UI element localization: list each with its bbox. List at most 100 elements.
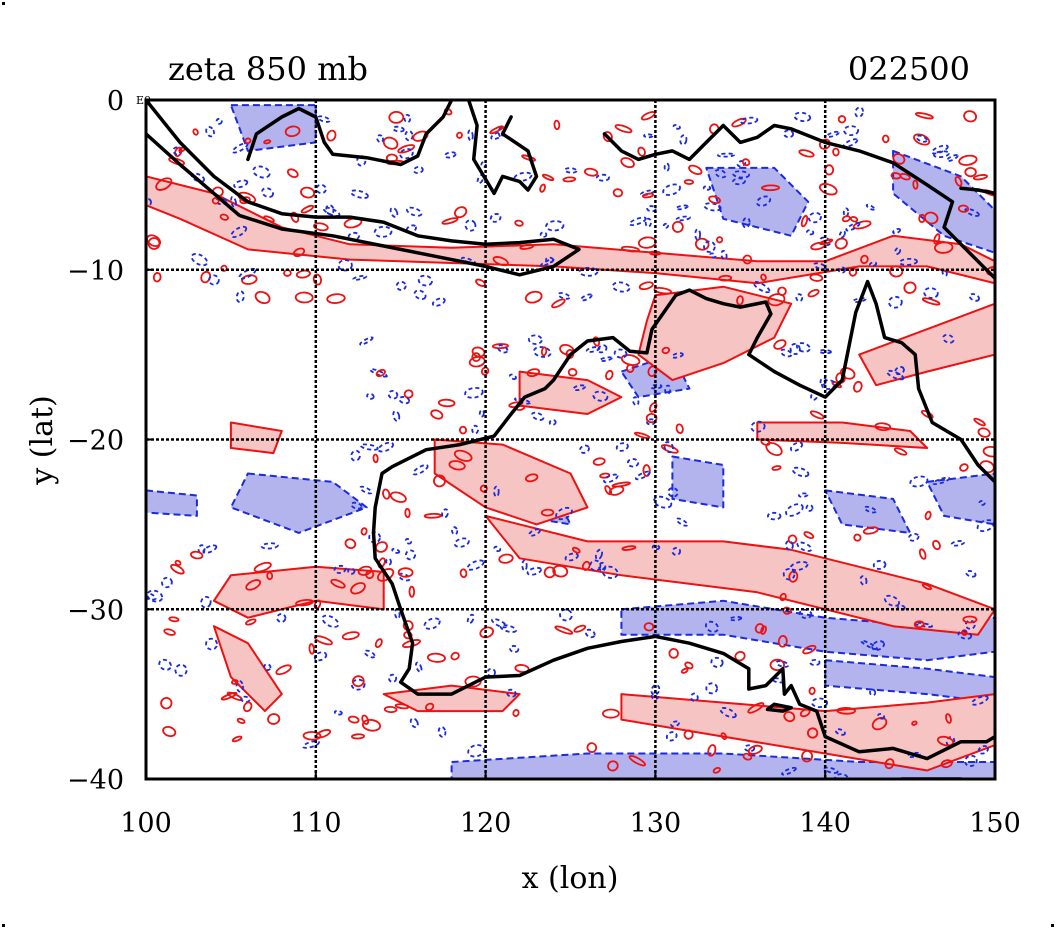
x-tick-label: 130	[630, 808, 682, 839]
contour-fragment-436	[964, 619, 976, 630]
contour-fragment-233	[798, 149, 815, 158]
contour-fragment-86	[397, 144, 416, 154]
contour-fragment-331	[471, 424, 480, 435]
contour-fragment-492	[586, 742, 598, 753]
contour-fragment-336	[423, 512, 442, 519]
contour-fragment-417	[394, 703, 410, 710]
contour-fragment-416	[240, 695, 251, 703]
contour-fragment-284	[675, 423, 684, 434]
coastline-6	[371, 293, 995, 761]
contour-fragment-212	[539, 231, 548, 238]
contour-fragment-250	[403, 389, 414, 399]
contour-fragment-257	[599, 472, 611, 479]
contour-fragment-543	[853, 380, 863, 393]
corner-mark-tl	[2, 2, 5, 5]
contour-fragment-256	[391, 547, 401, 554]
contour-fragment-455	[720, 732, 728, 740]
contour-fragment-263	[581, 560, 591, 571]
contour-fragment-0	[694, 237, 710, 251]
contour-fragment-108	[933, 150, 950, 159]
contour-fragment-44	[347, 231, 360, 241]
y-axis-ticks: 0 −10 −20 −30 −40	[67, 86, 154, 796]
contour-fragment-553	[771, 465, 782, 471]
contour-fragment-412	[245, 618, 257, 626]
contour-fragment-236	[456, 131, 463, 139]
x-tick-label: 150	[969, 808, 1021, 839]
coastline-8	[765, 702, 793, 713]
contour-fragment-561	[782, 567, 796, 581]
contour-fragment-305	[615, 442, 629, 452]
contour-fragment-199	[888, 295, 903, 309]
contour-fragment-458	[707, 744, 717, 757]
contour-fragment-181	[806, 229, 815, 236]
contour-fragment-66	[903, 281, 917, 294]
contour-fragment-335	[377, 441, 395, 453]
contour-fragment-205	[845, 221, 861, 232]
contour-fragment-249	[564, 552, 579, 562]
contour-fragment-537	[907, 532, 920, 542]
contour-fragment-467	[775, 660, 790, 668]
contour-fragment-246	[453, 537, 470, 548]
contour-fragment-440	[940, 759, 953, 769]
contour-fragment-103	[578, 266, 599, 277]
contour-fragment-262	[404, 538, 413, 545]
contour-fragment-20	[643, 133, 654, 139]
contour-fragment-298	[661, 346, 671, 355]
contour-fragment-558	[883, 594, 900, 607]
contour-fragment-337	[598, 561, 607, 572]
contour-fragment-92	[767, 293, 786, 307]
contour-fragment-308	[650, 383, 663, 390]
contour-fragment-310	[350, 449, 361, 462]
contour-fragment-39	[611, 281, 631, 293]
contour-fragment-514	[877, 712, 886, 720]
contour-fragment-394	[163, 628, 176, 636]
contour-fragment-36	[968, 293, 980, 302]
contour-fragment-35	[894, 247, 902, 255]
contour-fragment-195	[413, 289, 427, 301]
contour-fragment-156	[954, 176, 963, 187]
contour-fragment-563	[803, 531, 815, 540]
contour-fragment-484	[584, 628, 596, 639]
contour-fragment-255	[398, 396, 411, 405]
positive-region-6	[229, 421, 283, 455]
contour-fragment-172	[742, 216, 751, 229]
contour-fragment-489	[712, 766, 721, 774]
contour-fragment-68	[395, 280, 407, 291]
contour-fragment-94	[742, 254, 753, 265]
y-tick-label: −10	[67, 256, 124, 287]
y-tick-label: 0	[107, 86, 124, 117]
contour-fragment-63	[152, 272, 162, 283]
positive-region-11	[518, 370, 623, 415]
contour-fragment-375	[350, 582, 366, 595]
contour-fragment-203	[524, 290, 543, 304]
contour-fragment-479	[628, 755, 646, 767]
contour-fragment-258	[392, 410, 401, 422]
contour-fragment-509	[437, 726, 447, 738]
contour-fragment-4	[373, 225, 393, 238]
negative-region-2	[229, 472, 368, 534]
contour-fragment-149	[899, 173, 911, 181]
contour-fragment-454	[962, 615, 978, 624]
contour-fragment-166	[317, 115, 331, 123]
contour-fragment-150	[963, 110, 978, 123]
contour-fragment-314	[579, 444, 590, 454]
contour-fragment-276	[459, 568, 468, 578]
contour-fragment-157	[595, 173, 610, 182]
contour-fragment-389	[174, 559, 182, 566]
contour-fragment-462	[554, 625, 574, 635]
contour-fragment-564	[977, 427, 991, 438]
contour-fragment-307	[626, 458, 640, 468]
contour-fragment-532	[894, 366, 905, 376]
contour-fragment-549	[909, 475, 929, 488]
contour-fragment-230	[843, 125, 859, 137]
contour-fragment-106	[215, 197, 228, 206]
contour-fragment-267	[448, 460, 466, 471]
contour-fragment-466	[769, 658, 785, 672]
contour-fragment-447	[573, 624, 587, 633]
contour-fragment-173	[709, 252, 717, 259]
contour-fragment-226	[233, 179, 249, 189]
contour-fragment-17	[215, 117, 223, 125]
contour-fragment-473	[747, 702, 765, 714]
contour-fragment-502	[734, 651, 746, 662]
contour-fragment-300	[555, 506, 573, 521]
